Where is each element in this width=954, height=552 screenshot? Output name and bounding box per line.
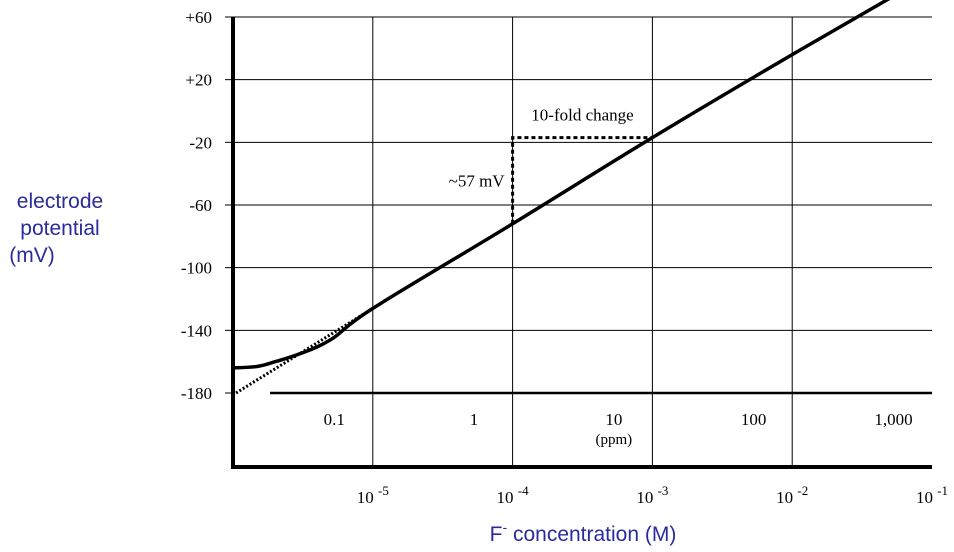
- y-tick-label: -60: [189, 196, 212, 215]
- ppm-tick-label: 0.1: [324, 410, 345, 429]
- x-tick-label: 10 -1: [916, 483, 948, 507]
- axes: [225, 16, 932, 469]
- y-tick-label: +60: [185, 8, 212, 27]
- x-axis-label: F- concentration (M): [490, 519, 677, 546]
- y-tick-label: +20: [185, 71, 212, 90]
- series: [232, 0, 891, 395]
- potential-curve: [232, 0, 891, 370]
- ppm-tick-label: 1: [470, 410, 479, 429]
- y-tick-label: -100: [181, 259, 212, 278]
- ppm-tick-label: 1,000: [874, 410, 912, 429]
- ten-fold-change-label: 10-fold change: [531, 106, 633, 125]
- ppm-unit-label: (ppm): [596, 432, 633, 448]
- y-tick-label: -20: [189, 133, 212, 152]
- y-tick-label: -140: [181, 321, 212, 340]
- x-tick-label: 10 -5: [357, 483, 389, 507]
- ten-fold-step-marker: [511, 136, 653, 224]
- x-tick-label: 10 -2: [776, 483, 808, 507]
- ppm-tick-label: 10: [605, 410, 622, 429]
- annotations: 10-fold change ~57 mV: [449, 106, 653, 224]
- nernst-extrapolation-line: [235, 307, 374, 395]
- mv-change-label: ~57 mV: [449, 172, 506, 191]
- x-tick-label: 10 -4: [497, 483, 530, 507]
- y-axis-label: electrode potential (mV): [9, 190, 103, 267]
- ppm-tick-labels: 0.1 1 10 100 1,000 (ppm): [324, 410, 913, 448]
- y-tick-label: -180: [181, 384, 212, 403]
- x-tick-labels: 10 -5 10 -4 10 -3 10 -2 10 -1: [357, 483, 948, 507]
- grid: [233, 16, 932, 467]
- y-tick-labels: +60 +20 -20 -60 -100 -140 -180: [181, 8, 212, 403]
- x-tick-label: 10 -3: [636, 483, 668, 507]
- ppm-tick-label: 100: [741, 410, 767, 429]
